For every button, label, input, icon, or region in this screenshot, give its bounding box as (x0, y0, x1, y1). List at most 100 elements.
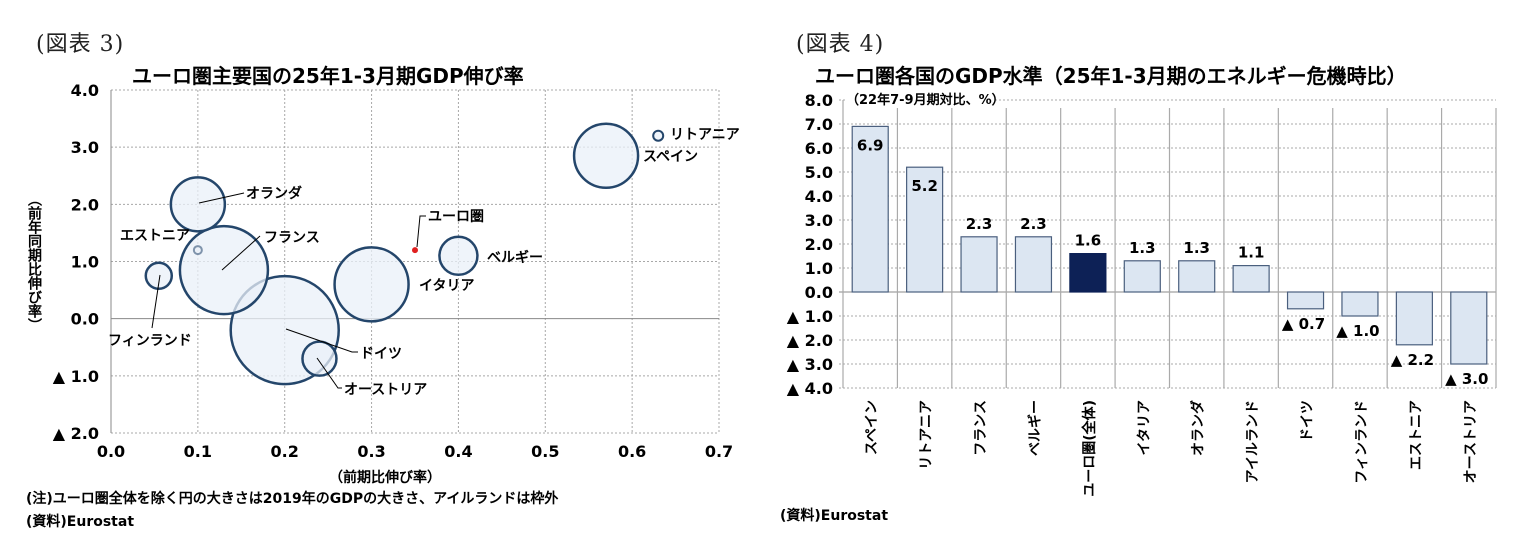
leader-line (285, 328, 358, 353)
x-tick-label: 0.7 (705, 442, 733, 461)
bubble-chart-panel: (図表 3) ユーロ圏主要国の25年1-3月期GDP伸び率 0.0 0.1 0.2 0… (0, 0, 760, 549)
leader-line (151, 274, 161, 329)
category-label: フランス (973, 400, 989, 456)
x-tick-label: 0.4 (444, 442, 472, 461)
y-tick-label: 6.0 (805, 139, 833, 158)
bubble (178, 224, 270, 316)
bubble-label: スペイン (643, 149, 698, 165)
bubble-label: エストニア (120, 228, 190, 244)
bubble-label: オランダ (246, 185, 302, 202)
bar-value-label: 1.3 (1129, 239, 1156, 257)
category-label: オランダ (1190, 400, 1207, 456)
y-tick-label: ▲ 1.0 (53, 367, 99, 386)
bar-value-label: ▲ 0.7 (1282, 315, 1325, 333)
bubble-label: リトアニア (670, 127, 740, 143)
chart-source: (資料)Eurostat (780, 508, 889, 524)
bar-value-label: 6.9 (857, 136, 884, 154)
bubble-label: オーストリア (344, 382, 427, 398)
leader-line (316, 357, 342, 389)
x-axis-label: （前期比伸び率） (329, 469, 441, 486)
bar-value-label: 5.2 (911, 177, 938, 195)
bar (1450, 291, 1488, 365)
bubble (438, 235, 479, 277)
unit-label-bg (845, 91, 995, 107)
bubble (192, 245, 203, 256)
y-tick-label: 2.0 (71, 195, 99, 214)
x-tick-label: 0.0 (97, 442, 125, 461)
y-tick-label: ▲ 2.0 (787, 331, 833, 350)
bar-value-label: 1.6 (1075, 232, 1102, 250)
y-tick-label: 8.0 (805, 91, 833, 110)
category-label: アイルランド (1245, 400, 1261, 483)
bar-plot: 8.0 7.0 6.0 5.0 4.0 3.0 2.0 1.0 0.0 ▲ 1.0 ▲ 2.0 ▲ 3… (787, 91, 1497, 497)
x-tick-label: 0.1 (184, 442, 212, 461)
y-tick-label: ▲ 1.0 (787, 307, 833, 326)
y-axis-label: （前年同期比伸び率） (26, 192, 43, 332)
bar (1341, 291, 1379, 317)
bubble-label: ベルギー (487, 249, 543, 266)
bar (851, 125, 889, 293)
bubble (301, 340, 338, 377)
bubble (652, 129, 665, 142)
bubble-label: フィンランド (108, 333, 192, 349)
leader-line (221, 235, 261, 271)
bar-value-label: 2.3 (966, 215, 993, 233)
bar (1232, 265, 1270, 293)
chart-title: ユーロ圏主要国の25年1-3月期GDP伸び率 (132, 64, 524, 88)
bar-value-label: ▲ 1.0 (1336, 322, 1379, 340)
category-label: ベルギー (1026, 400, 1043, 456)
bar (906, 166, 944, 293)
leader-line (416, 215, 426, 248)
y-tick-label: ▲ 3.0 (787, 355, 833, 374)
y-tick-label: 2.0 (805, 235, 833, 254)
leader-line (198, 192, 245, 204)
y-tick-label: ▲ 2.0 (53, 424, 99, 443)
bar-value-label: 2.3 (1020, 215, 1047, 233)
bar-value-label: ▲ 2.2 (1391, 351, 1434, 369)
category-label: スペイン (864, 400, 880, 455)
bubble (333, 246, 410, 323)
y-tick-label: 4.0 (71, 81, 99, 100)
y-tick-label: 0.0 (805, 283, 833, 302)
category-label: ユーロ圏(全体) (1081, 400, 1098, 497)
bubble (572, 122, 640, 189)
category-label: リトアニア (919, 400, 935, 470)
y-tick-label: ▲ 4.0 (787, 379, 833, 398)
bar (1395, 291, 1433, 346)
figure-label: (図表 3) (36, 32, 125, 57)
category-label: ドイツ (1300, 400, 1316, 442)
bubble-euro-area (412, 247, 418, 254)
bubble-label: ドイツ (360, 346, 402, 362)
bar-highlight (1069, 253, 1107, 293)
bar (1286, 291, 1325, 310)
y-tick-label: 7.0 (805, 115, 833, 134)
y-tick-label: 4.0 (805, 187, 833, 206)
bubble-label: フランス (264, 230, 320, 246)
chart-title: ユーロ圏各国のGDP水準（25年1-3月期のエネルギー危機時比） (815, 64, 1407, 88)
bubble-label: イタリア (419, 278, 474, 294)
category-label: オーストリア (1463, 400, 1479, 483)
unit-label: （22年7-9月期対比、%） (846, 92, 1005, 108)
y-tick-label: 5.0 (805, 163, 833, 182)
chart-source: (資料)Eurostat (26, 514, 135, 530)
bar (960, 236, 998, 293)
x-tick-label: 0.3 (357, 442, 385, 461)
x-tick-label: 0.6 (618, 442, 646, 461)
bar (1178, 260, 1216, 293)
y-tick-label: 1.0 (71, 253, 99, 272)
bar-chart-panel: (図表 4) ユーロ圏各国のGDP水準（25年1-3月期のエネルギー危機時比） … (770, 0, 1522, 549)
bubble (169, 176, 227, 233)
bubble-label: ユーロ圏 (428, 209, 484, 225)
category-label: フィンランド (1354, 400, 1370, 484)
bar-value-label: 1.1 (1238, 244, 1265, 262)
figure-label: (図表 4) (796, 32, 885, 57)
x-tick-label: 0.2 (271, 442, 299, 461)
category-label: イタリア (1136, 400, 1152, 455)
y-tick-label: 3.0 (805, 211, 833, 230)
x-tick-label: 0.5 (531, 442, 559, 461)
bubble (144, 261, 174, 291)
bar (1014, 236, 1053, 293)
chart-note: (注)ユーロ圏全体を除く円の大きさは2019年のGDPの大きさ、アイルランドは枠… (26, 491, 559, 507)
category-label: エストニア (1408, 400, 1424, 470)
y-tick-label: 1.0 (805, 259, 833, 278)
